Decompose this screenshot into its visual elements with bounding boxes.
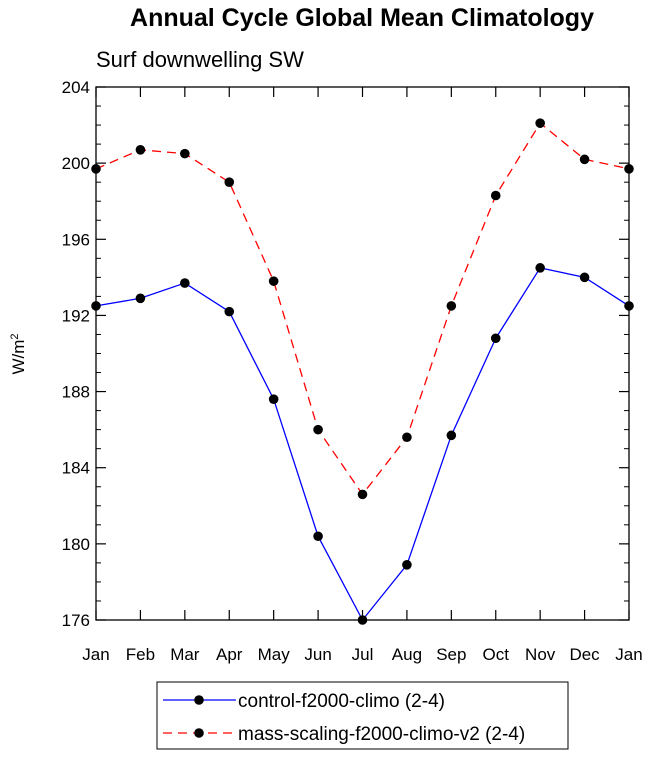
y-tick-label: 204 bbox=[62, 78, 90, 97]
x-tick-label: Dec bbox=[569, 645, 600, 664]
series-2-point bbox=[268, 276, 279, 286]
y-tick-label: 196 bbox=[62, 230, 90, 249]
legend-marker-2 bbox=[194, 728, 204, 738]
y-axis-label-superscript: 2 bbox=[9, 333, 21, 339]
x-tick-label: Oct bbox=[483, 645, 510, 664]
series-line-2 bbox=[95, 122, 630, 496]
series-2-point bbox=[135, 145, 146, 155]
series-1-point bbox=[313, 531, 323, 542]
x-tick-label: Jul bbox=[352, 645, 374, 664]
y-tick-label: 192 bbox=[62, 306, 90, 325]
y-tick-label: 200 bbox=[62, 154, 90, 173]
series-2-point bbox=[446, 301, 457, 311]
legend: control-f2000-climo (2-4) mass-scaling-f2… bbox=[156, 681, 569, 750]
x-tick-label: Mar bbox=[170, 645, 200, 664]
plot-frame bbox=[95, 86, 630, 621]
series-2-point bbox=[224, 177, 235, 187]
x-tick-label: Jan bbox=[82, 645, 109, 664]
legend-label-1: control-f2000-climo (2-4) bbox=[238, 691, 445, 712]
x-tick-label: Nov bbox=[525, 645, 556, 664]
x-tick-label: Feb bbox=[126, 645, 155, 664]
series-2-point bbox=[357, 489, 368, 500]
x-tick-label: Jan bbox=[615, 645, 642, 664]
x-tick-label: Aug bbox=[392, 645, 422, 664]
series-1-point bbox=[490, 333, 501, 344]
x-tick-label: Jun bbox=[304, 645, 331, 664]
legend-marker-1 bbox=[194, 695, 204, 705]
x-tick-label: May bbox=[258, 645, 291, 664]
series-2-point bbox=[402, 432, 412, 443]
x-tick-label: Apr bbox=[216, 645, 243, 664]
y-axis-label-text: W/m bbox=[9, 340, 28, 375]
y-tick-label: 176 bbox=[62, 611, 90, 630]
series-1-point bbox=[268, 394, 279, 404]
series-1-point bbox=[224, 306, 235, 317]
legend-label-2: mass-scaling-f2000-climo-v2 (2-4) bbox=[238, 724, 525, 745]
series-1-point bbox=[579, 272, 590, 283]
series-2-point bbox=[313, 424, 323, 435]
x-tick-label: Sep bbox=[436, 645, 466, 664]
series-2-point bbox=[490, 190, 501, 201]
series-1-point bbox=[135, 293, 146, 304]
y-tick-label: 184 bbox=[62, 459, 90, 478]
series-2-point bbox=[579, 154, 590, 165]
axis-ticks: 176 180 184 188 192 196 200 204 Jan Feb Mar Apr May J… bbox=[62, 78, 643, 664]
series-2-point bbox=[535, 118, 545, 128]
chart-subtitle: Surf downwelling SW bbox=[96, 47, 304, 72]
series-1-point bbox=[446, 430, 457, 441]
legend-box bbox=[156, 681, 569, 750]
series-line-1 bbox=[95, 267, 630, 622]
series-1-point bbox=[535, 263, 545, 273]
series-1-point bbox=[180, 278, 190, 288]
chart-title: Annual Cycle Global Mean Climatology bbox=[130, 4, 594, 32]
series-1-point bbox=[402, 559, 412, 570]
plot-series bbox=[91, 118, 634, 625]
y-tick-label: 188 bbox=[62, 383, 90, 402]
series-2-point bbox=[180, 148, 190, 159]
y-axis-label: W/m2 bbox=[9, 333, 28, 374]
y-tick-label: 180 bbox=[62, 535, 90, 554]
